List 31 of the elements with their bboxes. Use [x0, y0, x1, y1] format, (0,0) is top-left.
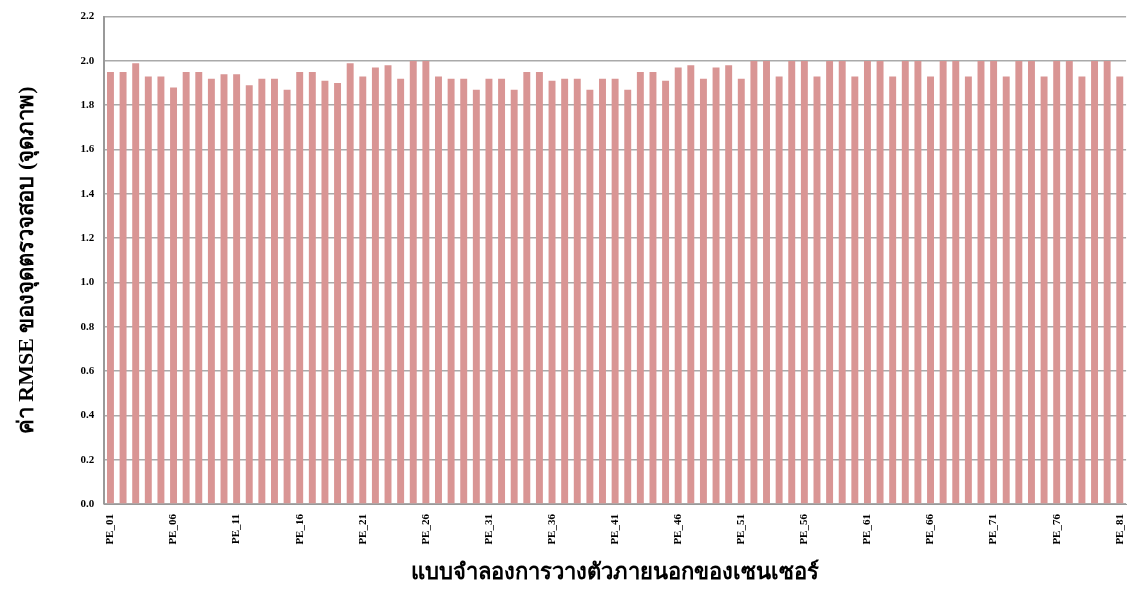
x-tick-label: PE_16	[292, 513, 305, 545]
y-tick-label: 1.4	[80, 186, 95, 199]
x-tick-label: PE_76	[1049, 513, 1062, 545]
x-tick-label: PE_31	[481, 514, 494, 545]
y-tick-label: 0.0	[80, 496, 95, 509]
x-tick-label: PE_46	[671, 513, 684, 545]
y-tick-label: 1.0	[80, 275, 95, 288]
x-axis-title: แบบจำลองการวางตัวภายนอกของเซนเซอร์	[411, 559, 820, 585]
x-tick-label: PE_66	[923, 513, 936, 545]
y-tick-label: 0.8	[80, 319, 95, 332]
x-tick-label: PE_41	[607, 514, 620, 545]
y-tick-label: 1.6	[80, 142, 95, 155]
y-tick-label: 0.4	[80, 408, 95, 421]
x-tick-label: PE_61	[860, 514, 873, 545]
y-tick-label: 0.6	[80, 363, 95, 376]
y-tick-label: 2.2	[80, 9, 95, 22]
x-tick-label: PE_36	[544, 513, 557, 545]
x-tick-label: PE_06	[166, 513, 179, 545]
y-tick-label: 0.2	[80, 452, 95, 465]
x-tick-label: PE_56	[797, 513, 810, 545]
x-tick-label: PE_71	[986, 514, 999, 545]
x-tick-label: PE_26	[418, 513, 431, 545]
y-tick-label: 2.0	[80, 53, 95, 66]
y-tick-label: 1.2	[80, 231, 95, 244]
y-tick-label: 1.8	[80, 98, 95, 111]
x-tick-label: PE_21	[355, 514, 368, 545]
x-tick-label: PE_01	[103, 514, 116, 545]
x-tick-label: PE_51	[734, 514, 747, 545]
x-tick-label: PE_11	[229, 514, 242, 544]
y-axis-title: ค่า RMSE ของจุดตรวจสอบ (จุดภาพ)	[12, 86, 40, 435]
x-tick-label: PE_81	[1112, 514, 1125, 545]
